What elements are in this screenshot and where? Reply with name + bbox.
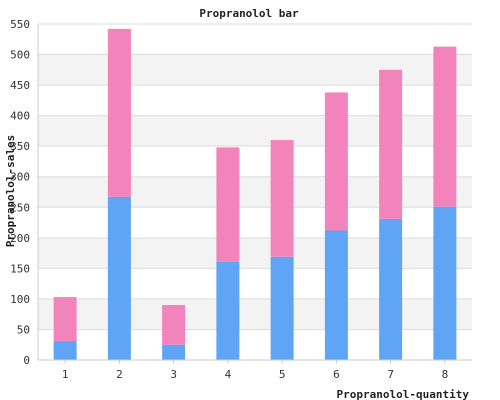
y-tick-labels: 0 50 100 150 200 250 300 350 400 450 500 550	[10, 18, 30, 367]
y-tick-label: 550	[10, 18, 30, 31]
y-tick-label: 350	[10, 140, 30, 153]
bar-segment-2	[324, 92, 348, 231]
x-tick-label: 2	[116, 368, 123, 381]
bar-segment-2	[433, 46, 457, 207]
y-tick-label: 200	[10, 232, 30, 245]
bars	[53, 28, 457, 360]
x-axis-label: Propranolol-quantity	[337, 388, 470, 400]
bar-segment-1	[433, 206, 457, 360]
grid-band	[38, 176, 472, 208]
y-tick-label: 400	[10, 110, 30, 123]
x-tick-label: 6	[333, 368, 340, 381]
y-tick-label: 0	[23, 354, 30, 367]
bar-segment-1	[379, 218, 403, 360]
grid-band	[38, 54, 472, 86]
bar-segment-1	[324, 230, 348, 360]
y-tick-label: 500	[10, 49, 30, 62]
grid-bands	[38, 54, 472, 330]
bar-segment-1	[107, 196, 131, 360]
bar-segment-1	[216, 261, 240, 360]
grid-band	[38, 298, 472, 330]
x-tick-labels: 1 2 3 4 5 6 7 8	[62, 360, 448, 381]
grid-band	[38, 237, 472, 269]
y-tick-label: 100	[10, 293, 30, 306]
bar-segment-2	[379, 69, 403, 219]
bar-segment-2	[270, 140, 294, 257]
x-tick-label: 7	[387, 368, 394, 381]
bar-segment-2	[107, 28, 131, 197]
y-tick-label: 450	[10, 79, 30, 92]
bar-segment-2	[53, 297, 77, 342]
x-tick-label: 8	[442, 368, 449, 381]
y-tick-label: 250	[10, 201, 30, 214]
y-tick-label: 50	[17, 323, 30, 336]
chart-title: Propranolol bar	[199, 7, 299, 20]
x-tick-label: 1	[62, 368, 69, 381]
bar-segment-2	[162, 305, 186, 345]
x-tick-label: 4	[225, 368, 232, 381]
bar-segment-1	[53, 341, 77, 360]
grid-band	[38, 115, 472, 147]
bar-segment-1	[270, 256, 294, 360]
y-tick-label: 300	[10, 171, 30, 184]
y-tick-label: 150	[10, 262, 30, 275]
x-tick-label: 3	[170, 368, 177, 381]
y-axis-label: Propranolol-sales	[4, 135, 17, 248]
bar-segment-2	[216, 147, 240, 262]
bar-segment-1	[162, 344, 186, 360]
x-tick-label: 5	[279, 368, 286, 381]
